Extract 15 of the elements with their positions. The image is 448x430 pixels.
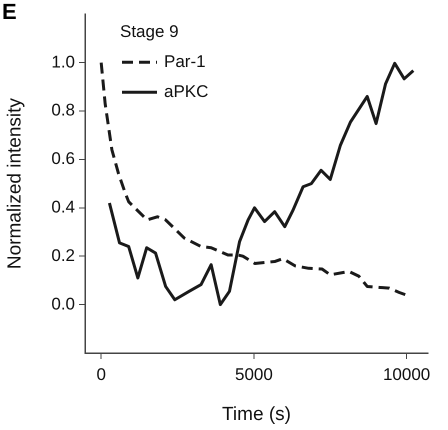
x-tick-label: 0 — [96, 364, 106, 384]
y-tick-label: 0.6 — [51, 149, 75, 168]
x-tick-label: 5000 — [234, 364, 273, 384]
x-tick-label: 10000 — [382, 364, 430, 384]
y-tick-label: 0.0 — [51, 294, 75, 314]
x-axis-title: Time (s) — [222, 404, 291, 425]
y-axis-title: Normalized intensity — [4, 98, 26, 270]
legend-title: Stage 9 — [120, 22, 179, 41]
y-tick-label: 0.8 — [51, 100, 75, 120]
y-tick-label: 1.0 — [51, 52, 75, 72]
legend-label: Par-1 — [164, 52, 206, 71]
y-tick-label: 0.2 — [51, 246, 75, 265]
text: E — [2, 0, 17, 24]
legend-label: aPKC — [164, 82, 208, 101]
y-tick-label: 0.4 — [51, 197, 75, 216]
